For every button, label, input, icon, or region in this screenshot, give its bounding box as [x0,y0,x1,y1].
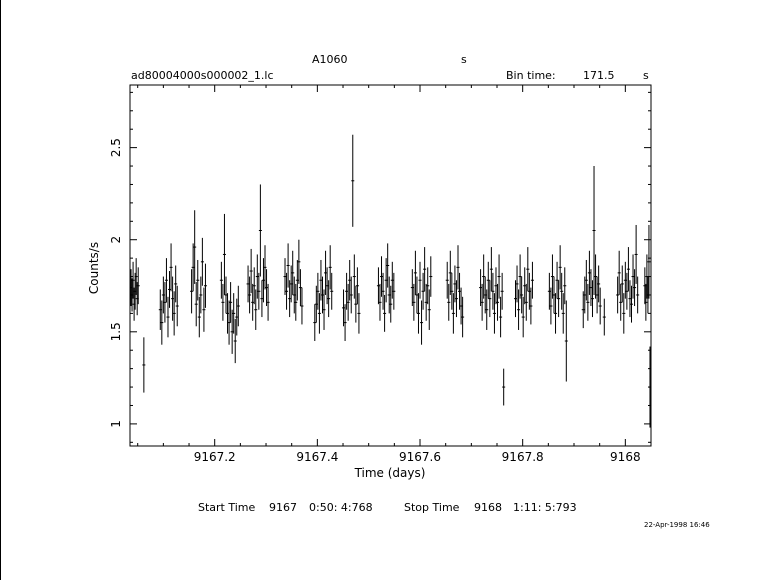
x-tick-label: 9168 [610,450,641,464]
tick-labels: 9167.2 9167.4 9167.6 9167.8 9168 1 1.5 2 2.5 [109,138,641,464]
data-series [129,134,652,428]
object-name: A1060 [312,53,348,66]
bin-time-label: Bin time: [506,69,556,82]
start-time-value: 0:50: 4:768 [309,501,373,514]
file-name: ad80004000s000002_1.lc [131,69,274,82]
axis-ticks [130,85,652,446]
start-day: 9167 [269,501,297,514]
x-axis-label: Time (days) [354,466,426,480]
y-tick-label: 1.5 [109,322,123,341]
band-label: s [461,53,467,66]
y-tick-label: 2 [109,236,123,244]
x-tick-label: 9167.8 [502,450,544,464]
stop-time-value: 1:11: 5:793 [513,501,577,514]
bin-time-unit: s [643,69,649,82]
date-stamp: 22-Apr-1998 16:46 [644,521,710,529]
stop-day: 9168 [474,501,502,514]
x-tick-label: 9167.4 [296,450,338,464]
plot-frame [129,84,652,447]
y-tick-label: 2.5 [109,138,123,157]
y-tick-label: 1 [109,420,123,428]
bin-time-value: 171.5 [583,69,615,82]
start-time-label: Start Time [198,501,256,514]
y-axis-label: Counts/s [87,242,101,294]
stop-time-label: Stop Time [404,501,460,514]
x-tick-label: 9167.2 [194,450,236,464]
window-left-border [0,0,1,580]
x-tick-label: 9167.6 [399,450,441,464]
